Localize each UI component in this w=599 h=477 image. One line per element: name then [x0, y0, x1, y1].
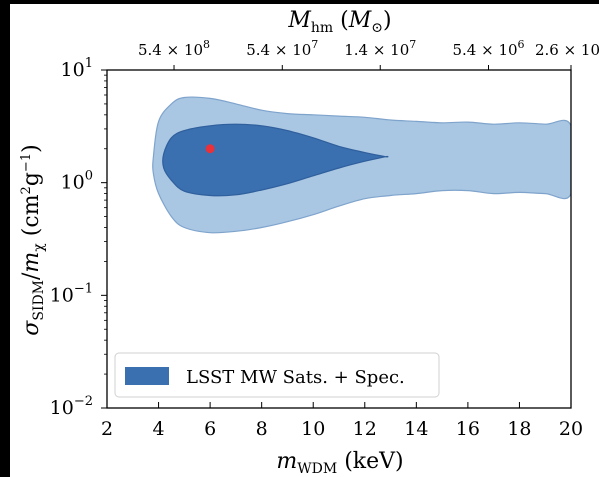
x-tick-label: 6	[204, 418, 216, 440]
top-tick-label: 5.4 × 106	[452, 38, 524, 59]
x-tick-label: 14	[404, 418, 428, 440]
x-tick-label: 8	[256, 418, 268, 440]
inner-confidence-region	[162, 123, 389, 197]
x-tick-label: 10	[301, 418, 325, 440]
x-tick-label: 4	[153, 418, 165, 440]
y-axis-ticks: 10−2 10−1 100 101	[50, 56, 107, 419]
legend-frame	[114, 352, 440, 398]
x-axis-title: mWDM (keV)	[276, 449, 403, 477]
marker-layer	[205, 144, 215, 154]
legend-swatch	[125, 367, 169, 385]
x-axis-ticks: 2 4 6 8 10 12 14 16 18 20	[101, 402, 583, 440]
x-tick-label: 18	[507, 418, 531, 440]
top-tick-label: 1.4 × 107	[344, 38, 416, 59]
y-tick-label: 101	[61, 56, 93, 81]
x-tick-label: 2	[101, 418, 113, 440]
y-axis-title: σSIDM/mχ (cm2g−1)	[19, 144, 47, 335]
axes	[106, 69, 572, 409]
legend-label: LSST MW Sats. + Spec.	[186, 367, 405, 388]
confidence-regions	[152, 96, 571, 234]
y-tick-label: 10−1	[50, 281, 93, 306]
x-tick-label: 16	[456, 418, 480, 440]
axis-titles: mWDM (keV) Mhm (M⊙) σSIDM/mχ (cm2g−1)	[19, 8, 404, 477]
top-tick-label: 5.4 × 108	[138, 38, 210, 59]
x-tick-label: 12	[353, 418, 377, 440]
y-tick-label: 10−2	[50, 394, 93, 419]
top-tick-label: 5.4 × 107	[246, 38, 318, 59]
plot-background	[10, 4, 599, 477]
plot-frame	[106, 69, 572, 409]
legend: LSST MW Sats. + Spec.	[114, 352, 440, 398]
y-tick-label: 100	[61, 169, 93, 194]
x-tick-label: 20	[559, 418, 583, 440]
top-axis-title: Mhm (M⊙)	[287, 8, 391, 36]
top-tick-label: 2.6 × 106	[535, 38, 599, 59]
top-axis-ticks: 5.4 × 108 5.4 × 107 1.4 × 107 5.4 × 106 2.6 …	[138, 38, 599, 70]
best-fit-marker	[205, 144, 215, 154]
